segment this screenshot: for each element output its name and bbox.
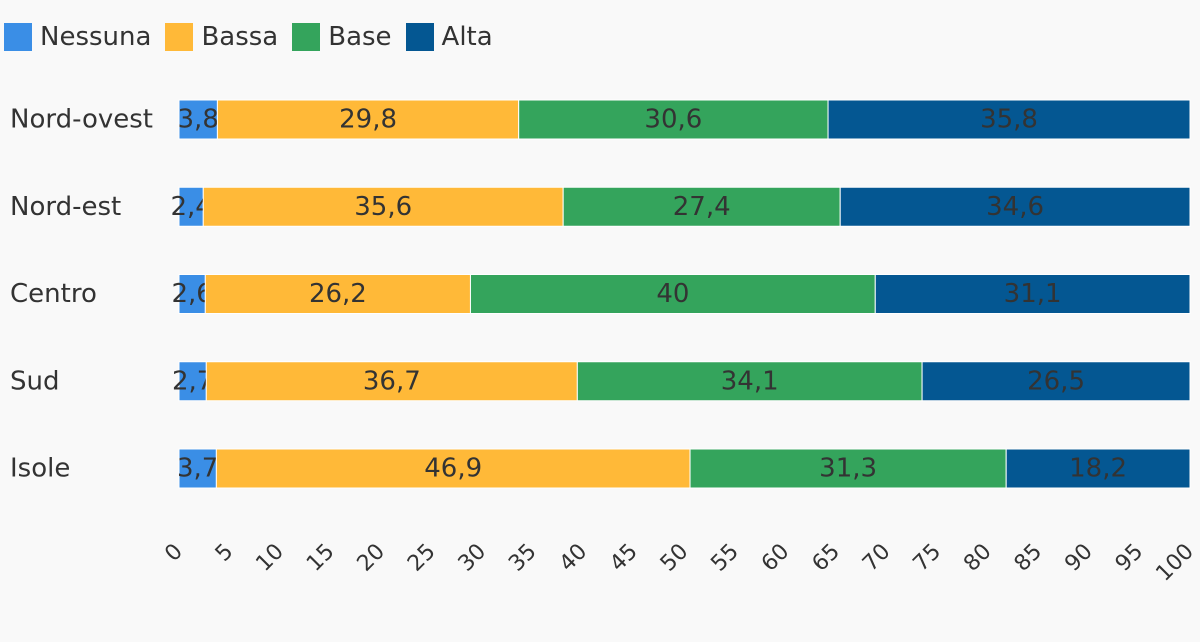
data-label-sud-bassa: 36,7 xyxy=(363,366,421,396)
bar-nord-est-bassa xyxy=(202,186,564,227)
data-label-centro-base: 40 xyxy=(656,279,689,309)
x-tick-label-10: 10 xyxy=(251,539,288,576)
data-label-nord-est-base: 27,4 xyxy=(673,192,731,222)
x-tick-label-100: 100 xyxy=(1151,539,1198,586)
bar-nord-ovest-bassa xyxy=(216,99,520,140)
legend-label-base: Base xyxy=(328,22,392,52)
x-tick-label-90: 90 xyxy=(1060,539,1097,576)
category-label-nord-est: Nord-est xyxy=(10,192,121,222)
bar-sud-bassa xyxy=(205,361,578,402)
x-tick-label-45: 45 xyxy=(605,539,642,576)
bar-isole-nessuna xyxy=(178,448,217,489)
data-label-nord-est-alta: 34,6 xyxy=(986,192,1044,222)
legend-item-nessuna: Nessuna xyxy=(4,22,151,52)
legend-label-nessuna: Nessuna xyxy=(40,22,152,52)
x-tick-label-25: 25 xyxy=(403,539,440,576)
category-label-centro: Centro xyxy=(10,279,97,309)
legend-swatch-alta xyxy=(405,23,434,51)
x-tick-label-40: 40 xyxy=(555,539,592,576)
data-label-centro-bassa: 26,2 xyxy=(309,279,367,309)
x-tick-label-5: 5 xyxy=(211,539,239,567)
x-tick-label-60: 60 xyxy=(757,539,794,576)
legend: Nessuna Bassa Base Alta xyxy=(4,22,507,52)
category-label-nord-ovest: Nord-ovest xyxy=(10,105,153,135)
x-tick-label-15: 15 xyxy=(302,539,339,576)
legend-item-bassa: Bassa xyxy=(165,22,278,52)
x-tick-label-50: 50 xyxy=(656,539,693,576)
x-tick-label-0: 0 xyxy=(160,539,188,567)
data-label-isole-alta: 18,2 xyxy=(1069,454,1127,484)
bar-isole-bassa xyxy=(215,448,691,489)
bar-centro-nessuna xyxy=(178,274,206,314)
bar-sud-nessuna xyxy=(178,361,207,402)
bar-sud-base xyxy=(576,361,923,402)
legend-label-alta: Alta xyxy=(441,22,493,52)
bar-isole-base xyxy=(689,448,1007,489)
bar-nord-ovest-nessuna xyxy=(178,99,218,140)
legend-swatch-nessuna xyxy=(4,23,32,51)
category-label-isole: Isole xyxy=(10,454,70,484)
bar-nord-ovest-alta xyxy=(827,99,1191,140)
data-label-isole-base: 31,3 xyxy=(819,454,877,484)
data-label-sud-base: 34,1 xyxy=(721,366,779,396)
x-tick-label-65: 65 xyxy=(808,539,845,576)
legend-label-bassa: Bassa xyxy=(201,22,279,52)
x-tick-label-70: 70 xyxy=(858,539,895,576)
x-tick-label-80: 80 xyxy=(959,539,996,576)
x-tick-label-95: 95 xyxy=(1111,539,1148,576)
bar-centro-alta xyxy=(874,274,1191,314)
data-label-nord-est-bassa: 35,6 xyxy=(354,192,412,222)
x-tick-label-30: 30 xyxy=(454,539,491,576)
data-label-nord-ovest-nessuna: 3,8 xyxy=(178,105,219,135)
x-tick-label-35: 35 xyxy=(504,539,541,576)
x-tick-label-85: 85 xyxy=(1010,539,1047,576)
x-tick-label-75: 75 xyxy=(909,539,946,576)
x-tick-label-20: 20 xyxy=(353,539,390,576)
bar-nord-ovest-base xyxy=(518,99,829,140)
data-label-sud-alta: 26,5 xyxy=(1027,366,1085,396)
bar-sud-alta xyxy=(921,361,1191,402)
data-label-nord-ovest-bassa: 29,8 xyxy=(339,105,397,135)
data-label-nord-ovest-alta: 35,8 xyxy=(980,105,1038,135)
legend-swatch-base xyxy=(292,23,321,51)
legend-swatch-bassa xyxy=(165,23,194,51)
x-tick-label-55: 55 xyxy=(706,539,743,576)
category-label-sud: Sud xyxy=(10,366,60,396)
legend-item-alta: Alta xyxy=(405,22,493,52)
data-label-isole-nessuna: 3,7 xyxy=(177,454,218,484)
data-label-centro-alta: 31,1 xyxy=(1004,279,1062,309)
data-label-isole-bassa: 46,9 xyxy=(424,454,482,484)
bar-nord-est-alta xyxy=(839,186,1191,227)
bar-isole-alta xyxy=(1005,448,1191,489)
data-label-nord-ovest-base: 30,6 xyxy=(644,105,702,135)
legend-item-base: Base xyxy=(292,22,392,52)
bar-nord-est-base xyxy=(562,186,841,227)
